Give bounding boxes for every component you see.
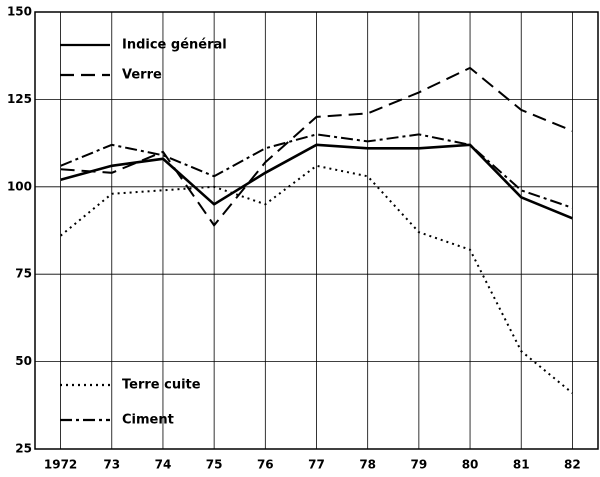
legend-label: Indice général [122,38,227,53]
x-tick-label: 74 [155,458,172,472]
y-tick-label: 25 [15,442,32,456]
x-tick-label: 78 [359,458,376,472]
legend-label: Terre cuite [122,378,201,393]
x-tick-label: 79 [411,458,428,472]
x-tick-label: 80 [462,458,479,472]
legend-label: Verre [122,68,162,83]
series-line [60,143,573,220]
x-tick-label: 82 [564,458,581,472]
x-tick-label: 75 [206,458,223,472]
y-tick-label: 100 [7,179,32,193]
y-tick-label: 50 [15,354,32,368]
x-tick-label: 77 [308,458,325,472]
x-tick-label: 81 [513,458,530,472]
x-tick-label: 76 [257,458,274,472]
y-tick-label: 75 [15,267,32,281]
legend-label: Ciment [122,413,174,428]
y-tick-label: 150 [7,5,32,19]
x-tick-label: 1972 [44,458,77,472]
series-line [60,66,573,227]
x-tick-label: 73 [103,458,120,472]
y-tick-label: 125 [7,92,32,106]
